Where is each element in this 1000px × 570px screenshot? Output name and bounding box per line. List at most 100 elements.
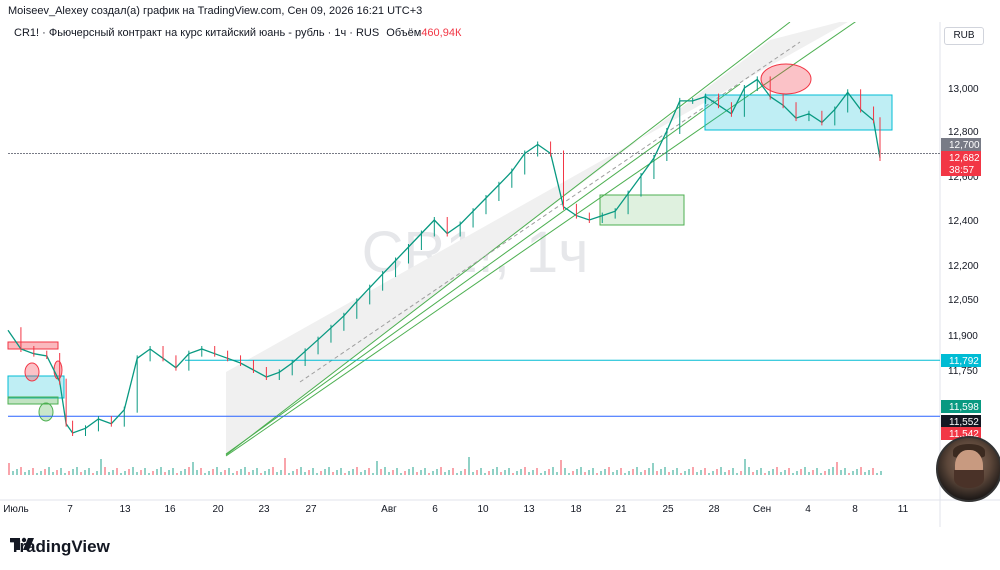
volume-bar-29 — [124, 471, 126, 475]
price-label-bg-3 — [941, 354, 981, 367]
volume-bar-70 — [288, 473, 290, 475]
volume-bar-13 — [60, 468, 62, 475]
x-tick-16: 4 — [805, 504, 811, 515]
volume-bar-127 — [516, 471, 518, 475]
volume-bar-87 — [356, 467, 358, 475]
volume-bar-93 — [380, 469, 382, 475]
x-tick-17: 8 — [852, 504, 858, 515]
volume-bar-4 — [24, 472, 26, 475]
volume-bar-88 — [360, 472, 362, 475]
x-tick-11: 18 — [570, 504, 582, 515]
volume-bar-176 — [712, 471, 714, 475]
volume-bar-208 — [840, 470, 842, 475]
volume-bar-105 — [428, 473, 430, 475]
volume-bar-195 — [788, 468, 790, 475]
volume-bar-98 — [400, 473, 402, 475]
volume-bar-32 — [136, 472, 138, 475]
avatar-beard — [954, 470, 984, 488]
volume-bar-152 — [616, 470, 618, 475]
x-tick-18: 11 — [898, 504, 909, 515]
volume-bar-141 — [572, 471, 574, 475]
volume-bar-100 — [408, 469, 410, 475]
volume-bar-130 — [528, 472, 530, 475]
author-line: Moiseev_Alexey создал(а) график на Tradi… — [8, 5, 423, 17]
volume-bar-94 — [384, 467, 386, 475]
volume-bar-65 — [268, 469, 270, 475]
volume-bar-9 — [44, 469, 46, 475]
tradingview-brand: TradingView — [10, 537, 110, 556]
volume-bar-106 — [432, 471, 434, 475]
volume-bar-213 — [860, 467, 862, 475]
volume-bar-25 — [108, 472, 110, 475]
volume-bar-217 — [876, 473, 878, 475]
volume-bar-204 — [824, 471, 826, 475]
volume-bar-197 — [796, 471, 798, 475]
volume-label: Объём — [386, 27, 422, 39]
volume-bar-169 — [684, 471, 686, 475]
author-bar: Moiseev_Alexey создал(а) график на Tradi… — [0, 0, 1000, 22]
volume-bar-103 — [420, 470, 422, 475]
volume-bar-0 — [8, 463, 10, 475]
volume-bar-116 — [472, 472, 474, 475]
volume-bar-186 — [752, 472, 754, 475]
volume-bar-2 — [16, 469, 18, 475]
volume-bar-6 — [32, 468, 34, 475]
x-tick-8: 6 — [432, 504, 438, 515]
volume-bar-120 — [488, 471, 490, 475]
volume-bar-59 — [244, 467, 246, 475]
y-tick-6: 11,900 — [948, 331, 978, 342]
volume-bar-20 — [88, 468, 90, 475]
volume-bar-205 — [828, 469, 830, 475]
volume-bar-45 — [188, 467, 190, 475]
volume-bar-48 — [200, 468, 202, 475]
volume-bar-96 — [392, 470, 394, 475]
volume-bar-99 — [404, 471, 406, 475]
x-tick-7: Авг — [381, 504, 397, 515]
volume-bar-53 — [220, 472, 222, 475]
volume-bar-22 — [96, 471, 98, 475]
volume-bar-42 — [176, 473, 178, 475]
tradingview-logo-icon — [10, 537, 34, 550]
support-zone — [599, 194, 685, 226]
volume-bar-214 — [864, 472, 866, 475]
currency-button[interactable]: RUB — [944, 27, 984, 45]
volume-bar-163 — [660, 469, 662, 475]
x-tick-13: 25 — [662, 504, 674, 515]
volume-bar-136 — [552, 467, 554, 475]
volume-bar-101 — [412, 467, 414, 475]
volume-bar-154 — [624, 473, 626, 475]
volume-bar-57 — [236, 471, 238, 475]
volume-bar-138 — [560, 460, 562, 475]
volume-bar-125 — [508, 468, 510, 475]
volume-bar-39 — [164, 472, 166, 475]
price-label-4: 11,598 — [949, 402, 979, 413]
volume-bar-17 — [76, 467, 78, 475]
volume-bar-31 — [132, 467, 134, 475]
price-line — [7, 78, 881, 434]
volume-bar-162 — [656, 471, 658, 475]
channel-upper-line — [225, 22, 791, 456]
volume-bar-110 — [448, 470, 450, 475]
price-chart[interactable]: CR1!, 1ч13,00012,80012,60012,40012,20012… — [0, 22, 1000, 527]
volume-bar-95 — [388, 472, 390, 475]
volume-bar-199 — [804, 467, 806, 475]
volume-bar-209 — [844, 468, 846, 475]
chart-area[interactable]: CR1!, 1ч13,00012,80012,60012,40012,20012… — [0, 22, 1000, 527]
volume-bar-81 — [332, 472, 334, 475]
top-ellipse — [760, 63, 812, 95]
volume-bar-177 — [716, 469, 718, 475]
x-tick-15: Сен — [753, 504, 771, 515]
volume-bar-30 — [128, 469, 130, 475]
volume-bar-112 — [456, 473, 458, 475]
volume-bar-18 — [80, 472, 82, 475]
channel-bottom-line — [225, 83, 741, 455]
volume-bar-69 — [284, 458, 286, 475]
x-tick-1: 7 — [67, 504, 73, 515]
y-tick-7: 11,750 — [948, 366, 978, 377]
volume-bar-60 — [248, 472, 250, 475]
x-tick-6: 27 — [305, 504, 317, 515]
volume-bar-145 — [588, 470, 590, 475]
volume-bar-160 — [648, 468, 650, 475]
volume-bar-8 — [40, 471, 42, 475]
tradingview-footer[interactable]: TradingView — [10, 536, 110, 558]
